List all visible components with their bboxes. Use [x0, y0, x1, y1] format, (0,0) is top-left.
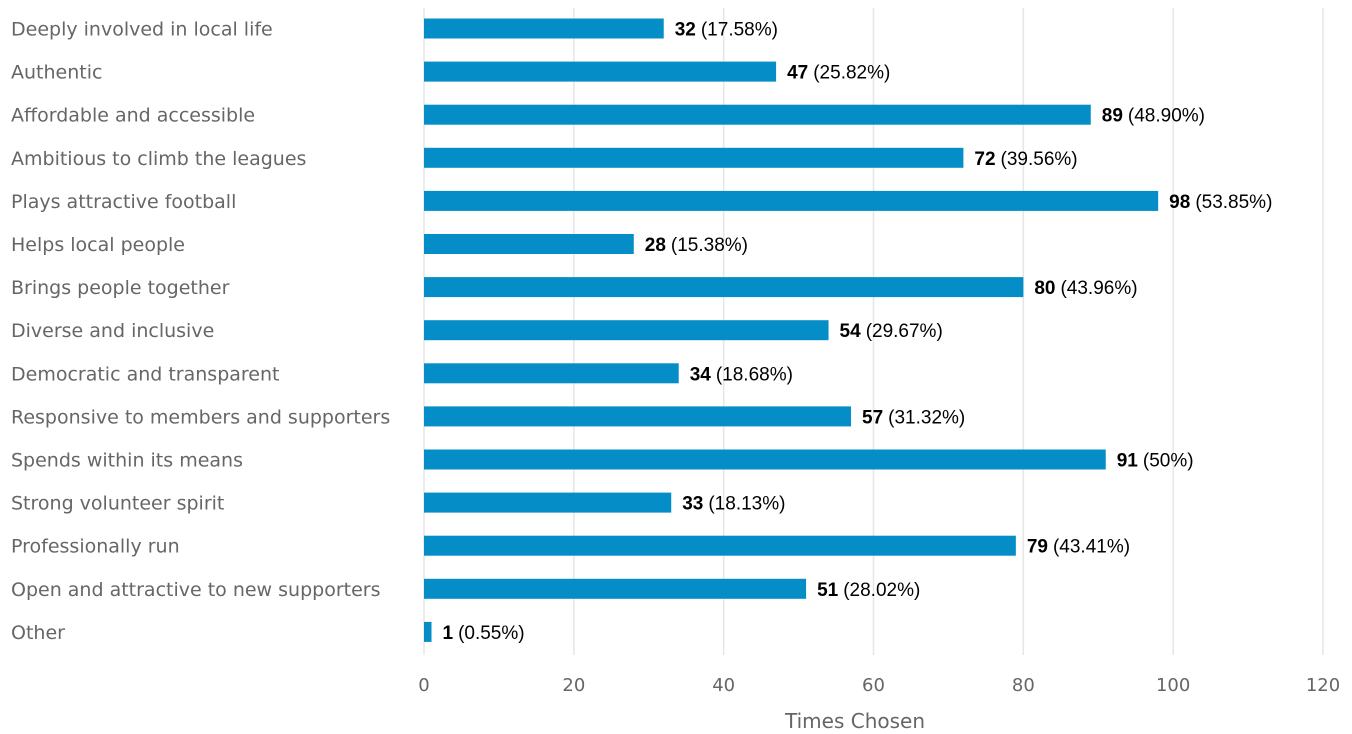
data-label-percent: (39.56%) — [1001, 149, 1078, 170]
data-label-value: 72 — [974, 149, 995, 170]
bar — [424, 190, 1159, 211]
data-label-percent: (15.38%) — [671, 235, 748, 256]
bar — [424, 492, 672, 513]
x-tick-label: 80 — [1012, 675, 1035, 696]
data-label-percent: (43.41%) — [1053, 537, 1130, 558]
category-label: Deeply involved in local life — [11, 19, 273, 41]
data-label-percent: (25.82%) — [813, 63, 890, 84]
x-tick-label: 20 — [562, 675, 585, 696]
data-label-percent: (28.02%) — [843, 580, 920, 601]
bar — [424, 621, 432, 642]
data-label-value: 57 — [862, 407, 883, 428]
bar — [424, 277, 1024, 298]
bar — [424, 104, 1091, 125]
data-label-percent: (17.58%) — [701, 20, 778, 41]
data-label: 51 (28.02%) — [817, 580, 920, 601]
x-tick-label: 100 — [1156, 675, 1190, 696]
bar — [424, 578, 807, 599]
data-label-value: 34 — [690, 364, 712, 385]
category-label: Helps local people — [11, 234, 185, 256]
bars — [424, 18, 1159, 642]
data-label-value: 79 — [1027, 537, 1048, 558]
data-label-percent: (18.13%) — [708, 494, 785, 515]
category-label: Strong volunteer spirit — [11, 493, 224, 515]
data-label: 91 (50%) — [1117, 451, 1194, 472]
category-label: Plays attractive football — [11, 191, 236, 213]
x-axis-tick-labels: 0 20 40 60 80 100 120 — [418, 675, 1340, 696]
data-label-percent: (53.85%) — [1195, 192, 1272, 213]
data-label-percent: (48.90%) — [1128, 106, 1205, 127]
category-labels: Deeply involved in local life Authentic Af… — [11, 19, 390, 644]
data-label-value: 89 — [1102, 106, 1123, 127]
bar — [424, 320, 829, 341]
category-label: Brings people together — [11, 277, 230, 299]
data-label: 33 (18.13%) — [682, 494, 785, 515]
data-label-percent: (50%) — [1143, 451, 1194, 472]
bar — [424, 61, 777, 82]
bar — [424, 363, 679, 384]
category-label: Responsive to members and supporters — [11, 406, 390, 428]
category-label: Professionally run — [11, 536, 180, 558]
data-label-percent: (31.32%) — [888, 407, 965, 428]
data-label: 79 (43.41%) — [1027, 537, 1130, 558]
category-label: Ambitious to climb the leagues — [11, 148, 306, 170]
data-label: 54 (29.67%) — [840, 321, 943, 342]
data-label-value: 91 — [1117, 451, 1139, 472]
category-label: Other — [11, 622, 65, 644]
bar — [424, 234, 634, 254]
bar — [424, 406, 852, 427]
category-label: Democratic and transparent — [11, 363, 279, 385]
bar — [424, 147, 964, 168]
data-label-value: 80 — [1034, 278, 1055, 299]
x-axis-title: Times Chosen — [784, 709, 925, 733]
data-label-value: 32 — [675, 20, 696, 41]
data-label: 28 (15.38%) — [645, 235, 748, 256]
category-label: Affordable and accessible — [11, 105, 255, 127]
data-label: 98 (53.85%) — [1169, 192, 1272, 213]
data-label-percent: (18.68%) — [716, 364, 793, 385]
category-label: Diverse and inclusive — [11, 320, 214, 342]
x-tick-label: 0 — [418, 675, 429, 696]
data-label-value: 47 — [787, 63, 808, 84]
data-label-value: 51 — [817, 580, 839, 601]
data-label-percent: (0.55%) — [458, 623, 525, 644]
data-label: 72 (39.56%) — [974, 149, 1077, 170]
data-label: 47 (25.82%) — [787, 63, 890, 84]
data-label-value: 54 — [840, 321, 862, 342]
category-label: Authentic — [11, 62, 102, 84]
data-label: 34 (18.68%) — [690, 364, 793, 385]
category-label: Spends within its means — [11, 450, 243, 472]
x-tick-label: 40 — [712, 675, 735, 696]
data-label: 57 (31.32%) — [862, 407, 965, 428]
data-label-percent: (29.67%) — [866, 321, 943, 342]
category-label: Open and attractive to new supporters — [11, 579, 381, 601]
bar — [424, 535, 1016, 556]
data-label: 32 (17.58%) — [675, 20, 778, 41]
data-label: 80 (43.96%) — [1034, 278, 1137, 299]
x-tick-label: 60 — [862, 675, 885, 696]
value-labels: 32 (17.58%) 47 (25.82%) 89 (48.90%) 72 (39.56%)… — [442, 20, 1272, 644]
data-label: 1 (0.55%) — [442, 623, 524, 644]
data-label-value: 1 — [442, 623, 453, 644]
data-label: 89 (48.90%) — [1102, 106, 1205, 127]
x-tick-label: 120 — [1306, 675, 1340, 696]
data-label-value: 33 — [682, 494, 703, 515]
bar — [424, 449, 1106, 470]
data-label-value: 98 — [1169, 192, 1190, 213]
bar — [424, 18, 664, 39]
data-label-percent: (43.96%) — [1060, 278, 1137, 299]
data-label-value: 28 — [645, 235, 666, 256]
